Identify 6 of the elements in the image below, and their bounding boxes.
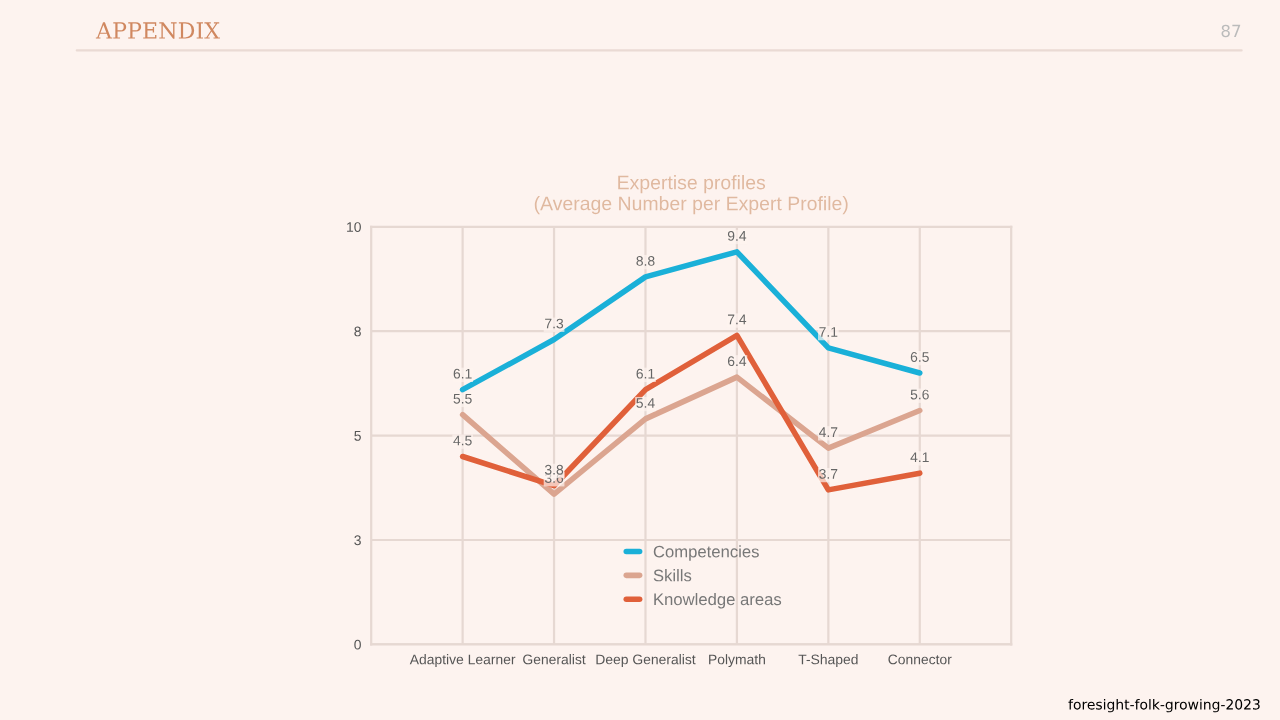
legend-label: Skills <box>653 569 692 582</box>
chart-title: Expertise profiles (Average Number per Expert Profile) <box>534 175 848 215</box>
legend-label: Competencies <box>653 545 759 561</box>
text: APPENDIX <box>95 22 220 39</box>
text: 87 <box>1221 24 1241 38</box>
legend-label: Knowledge areas <box>654 592 782 609</box>
